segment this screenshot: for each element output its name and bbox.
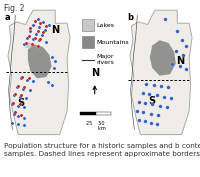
Text: S: S bbox=[17, 98, 24, 108]
Text: a: a bbox=[5, 13, 11, 22]
Text: 25    50
        km: 25 50 km bbox=[86, 121, 105, 131]
Text: Fig. 2: Fig. 2 bbox=[4, 4, 24, 13]
Polygon shape bbox=[130, 10, 192, 135]
FancyBboxPatch shape bbox=[82, 19, 94, 31]
Text: Major
rivers: Major rivers bbox=[96, 54, 114, 65]
Polygon shape bbox=[8, 10, 70, 135]
Text: N: N bbox=[176, 56, 184, 66]
Text: Population structure for a historic samples and b contemporary New Hampshire
sam: Population structure for a historic samp… bbox=[4, 143, 200, 157]
FancyBboxPatch shape bbox=[80, 112, 96, 115]
Polygon shape bbox=[28, 44, 52, 78]
Text: N: N bbox=[51, 25, 59, 35]
Text: N: N bbox=[91, 68, 99, 78]
Text: S: S bbox=[149, 96, 156, 105]
FancyBboxPatch shape bbox=[96, 112, 111, 115]
Text: b: b bbox=[127, 13, 133, 22]
Text: Lakes: Lakes bbox=[96, 23, 114, 28]
Polygon shape bbox=[24, 42, 32, 48]
FancyBboxPatch shape bbox=[82, 36, 94, 48]
Polygon shape bbox=[150, 40, 176, 76]
Text: Mountains: Mountains bbox=[96, 40, 129, 45]
